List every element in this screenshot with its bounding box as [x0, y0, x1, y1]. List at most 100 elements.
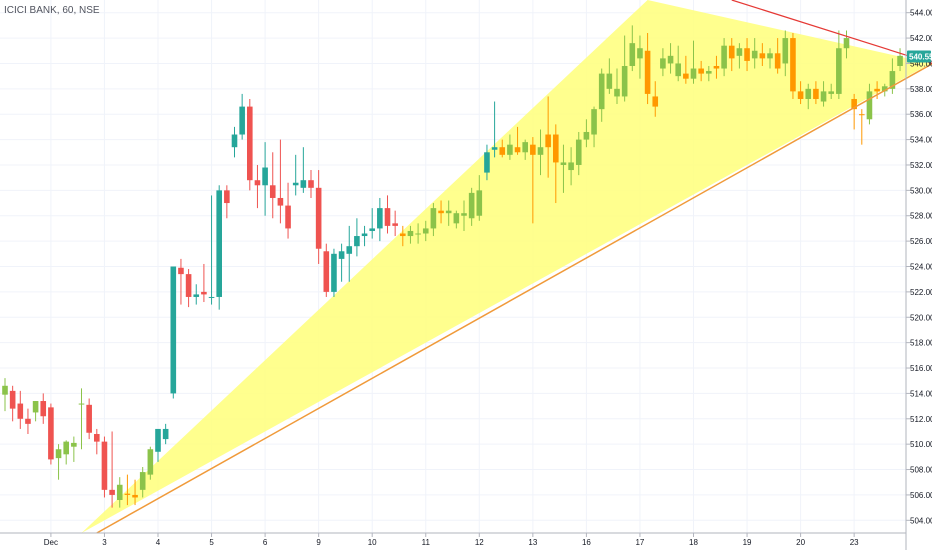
- trend-lines[interactable]: [96, 0, 932, 534]
- candle-body: [522, 142, 528, 153]
- candle: [269, 152, 276, 219]
- candle-body: [621, 65, 628, 97]
- candle: [828, 83, 834, 99]
- candle: [721, 38, 727, 77]
- candle-body: [247, 106, 253, 181]
- candle-body: [338, 251, 345, 259]
- candle-body: [484, 152, 490, 173]
- candle-body: [430, 208, 437, 229]
- candle: [445, 200, 452, 226]
- candle-body: [667, 55, 674, 64]
- x-tick-label: 23: [850, 538, 859, 547]
- candle-body: [675, 63, 681, 77]
- candle: [40, 393, 47, 424]
- candle-body: [476, 190, 483, 216]
- candle-body: [507, 144, 513, 155]
- candle-body: [889, 71, 896, 89]
- candle: [690, 40, 697, 84]
- candle-body: [706, 71, 712, 74]
- candle: [94, 428, 100, 455]
- candle: [530, 137, 536, 224]
- candle-body: [155, 428, 161, 452]
- candle: [553, 124, 559, 204]
- candle: [797, 81, 804, 105]
- candle: [843, 30, 850, 59]
- candle: [438, 200, 444, 224]
- candle: [468, 187, 475, 226]
- candle-body: [759, 53, 766, 59]
- candle-body: [652, 96, 659, 107]
- candle-body: [813, 88, 819, 99]
- triangle-drawing[interactable]: [81, 0, 931, 533]
- candle: [354, 218, 360, 257]
- candle-body: [499, 147, 506, 155]
- y-tick-label: 514.00: [910, 389, 932, 398]
- candle: [514, 126, 521, 155]
- y-tick-label: 522.00: [910, 288, 932, 297]
- y-tick-label: 524.00: [910, 263, 932, 272]
- resistance-trendline[interactable]: [731, 0, 932, 77]
- y-tick-label: 534.00: [910, 136, 932, 145]
- candle-body: [866, 91, 873, 120]
- candle-body: [774, 53, 781, 69]
- candle: [782, 30, 789, 77]
- y-tick-label: 506.00: [910, 491, 932, 500]
- candle: [598, 68, 605, 122]
- candle: [139, 467, 146, 498]
- candle: [507, 134, 513, 160]
- candle-body: [2, 385, 8, 395]
- candle-body: [790, 38, 796, 92]
- candle: [560, 144, 567, 193]
- candle-body: [683, 73, 689, 79]
- candle: [698, 60, 704, 82]
- y-tick-label: 536.00: [910, 110, 932, 119]
- price-axis[interactable]: 504.00 506.00 508.00 510.00 512.00 514.00 516.…: [906, 9, 932, 526]
- candle-body: [690, 68, 697, 79]
- candle: [109, 431, 115, 508]
- candle: [300, 147, 307, 193]
- candle-body: [575, 139, 582, 165]
- candle-body: [491, 147, 498, 150]
- candle: [836, 30, 842, 99]
- candle: [744, 38, 750, 72]
- candle: [499, 139, 506, 158]
- time-axis[interactable]: Dec 3 4 5 6 9 10 11 12 13 16 17 18 19 20 23: [44, 533, 859, 547]
- candle-body: [422, 228, 429, 234]
- x-tick-label: 10: [368, 538, 377, 547]
- triangle-shape[interactable]: [81, 0, 931, 533]
- candle-body: [124, 493, 131, 495]
- candle-body: [354, 236, 360, 247]
- support-trendline[interactable]: [96, 43, 932, 534]
- candle: [568, 147, 574, 186]
- candle-body: [744, 48, 750, 61]
- candle: [453, 210, 460, 229]
- candle: [728, 38, 735, 72]
- candle-body: [874, 88, 880, 92]
- candle: [400, 225, 406, 247]
- y-tick-label: 530.00: [910, 186, 932, 195]
- candle: [25, 408, 31, 435]
- candle: [101, 436, 108, 498]
- candle: [790, 32, 796, 99]
- candle-body: [208, 296, 215, 298]
- candle-body: [323, 251, 330, 292]
- candle: [713, 55, 720, 79]
- candle: [591, 106, 597, 148]
- candle-body: [514, 147, 521, 153]
- candle-body: [224, 190, 230, 204]
- candle: [575, 131, 582, 176]
- y-tick-label: 504.00: [910, 516, 932, 525]
- x-tick-label: 12: [475, 538, 484, 547]
- y-tick-label: 518.00: [910, 339, 932, 348]
- candle-body: [132, 494, 138, 498]
- candle-body: [453, 213, 460, 224]
- candle-body: [71, 442, 77, 447]
- candle: [201, 263, 207, 303]
- candle: [208, 195, 215, 305]
- candle: [859, 109, 865, 145]
- last-price-tag-bg: [907, 50, 931, 63]
- candle-body: [767, 53, 773, 59]
- last-price-tag: 540.55: [907, 50, 932, 63]
